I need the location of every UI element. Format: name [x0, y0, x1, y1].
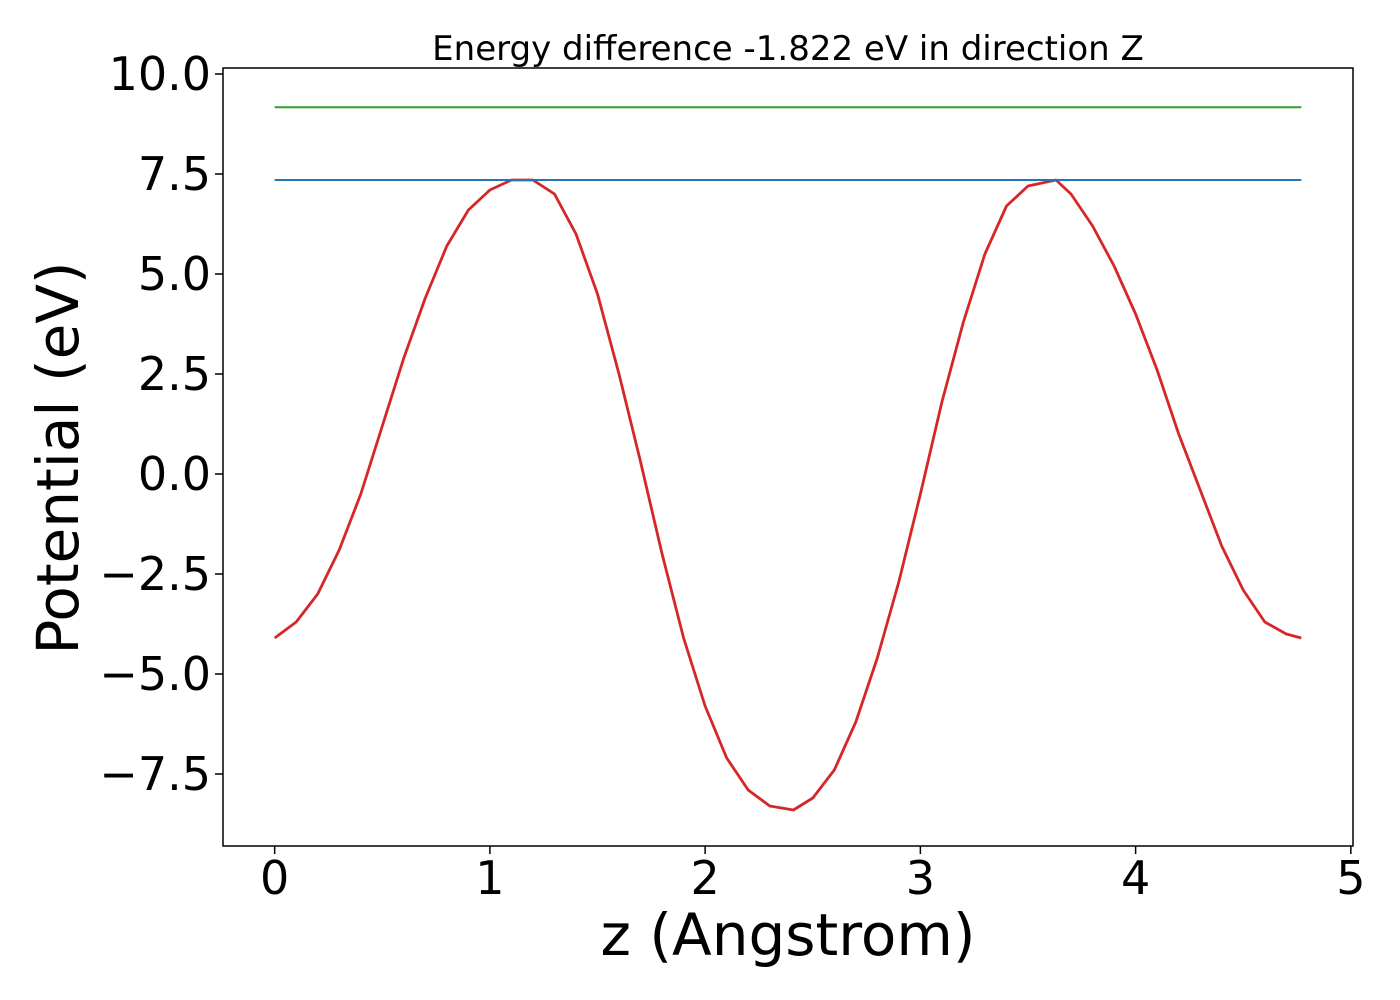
x-tick-label: 1 [475, 851, 504, 905]
y-tick-label: 0.0 [138, 447, 211, 501]
y-tick-label: −5.0 [99, 647, 211, 701]
y-axis-ticks: −7.5 −5.0 −2.5 0.0 2.5 5.0 7.5 10.0 [99, 47, 223, 801]
x-tick-label: 3 [906, 851, 935, 905]
potential-curve [273, 178, 1302, 812]
y-tick-label: 2.5 [138, 347, 211, 401]
x-tick-label: 2 [690, 851, 719, 905]
y-tick-label: −2.5 [99, 547, 211, 601]
x-axis-ticks: 0 1 2 3 4 5 [260, 846, 1365, 905]
x-axis-label: z (Angstrom) [601, 901, 976, 969]
y-tick-label: 5.0 [138, 247, 211, 301]
y-axis-label: Potential (eV) [24, 261, 92, 654]
plot-area-frame [222, 67, 1354, 847]
y-tick-label: 10.0 [109, 47, 211, 101]
chart-title: Energy difference -1.822 eV in direction… [432, 29, 1144, 69]
x-tick-label: 5 [1336, 851, 1365, 905]
x-tick-label: 0 [260, 851, 289, 905]
y-tick-label: 7.5 [138, 147, 211, 201]
series-layer [273, 106, 1302, 812]
y-tick-label: −7.5 [99, 747, 211, 801]
x-tick-label: 4 [1121, 851, 1150, 905]
